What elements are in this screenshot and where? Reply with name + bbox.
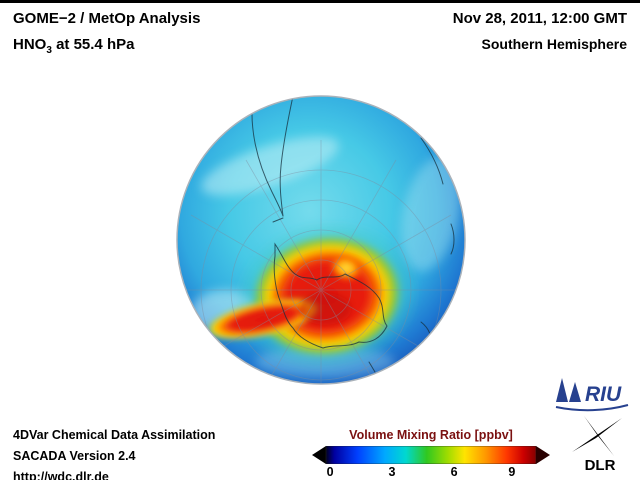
colorbar-title: Volume Mixing Ratio [ppbv] [349,428,513,442]
header-left: GOME−2 / MetOp Analysis HNO3 at 55.4 hPa [13,10,200,56]
footer-credits: 4DVar Chemical Data Assimilation SACADA … [13,425,215,480]
dlr-logo: DLR [570,414,626,477]
graticule [177,140,465,384]
colorbar-gradient [325,446,537,464]
species-subscript: 3 [46,45,52,56]
header-right: Nov 28, 2011, 12:00 GMT Southern Hemisph… [453,10,627,52]
pressure-level: at 55.4 hPa [51,36,135,53]
credit-url: http://wdc.dlr.de [13,470,109,480]
colorbar-left-arrow [312,446,326,464]
dlr-logo-text: DLR [585,457,616,472]
colorbar-tick-0: 0 [326,465,334,479]
riu-logo-text: RIU [585,383,622,406]
hemisphere-label: Southern Hemisphere [481,36,627,52]
globe-svg [176,95,466,385]
globe-rim [176,95,466,385]
colorbar-tick-9: 9 [508,465,516,479]
figure-subtitle: HNO3 at 55.4 hPa [13,36,200,56]
top-border [0,0,640,3]
riu-logo-icon: RIU [555,378,629,412]
colorbar-right-arrow [536,446,550,464]
colorbar-tick-6: 6 [450,465,458,479]
credit-line-2: SACADA Version 2.4 [13,449,136,463]
colorbar-tick-3: 3 [388,465,396,479]
colorbar-ticks: 0 3 6 9 [312,465,550,480]
colorbar [312,446,550,464]
hemisphere-map [175,94,467,386]
hno3-field [204,219,421,373]
timestamp: Nov 28, 2011, 12:00 GMT [452,10,627,27]
coastlines [251,96,455,373]
species-prefix: HNO [13,36,47,53]
credit-line-1: 4DVar Chemical Data Assimilation [13,428,216,442]
figure-title: GOME−2 / MetOp Analysis [13,10,201,27]
dlr-logo-icon: DLR [572,416,622,474]
riu-logo: RIU [554,376,630,417]
